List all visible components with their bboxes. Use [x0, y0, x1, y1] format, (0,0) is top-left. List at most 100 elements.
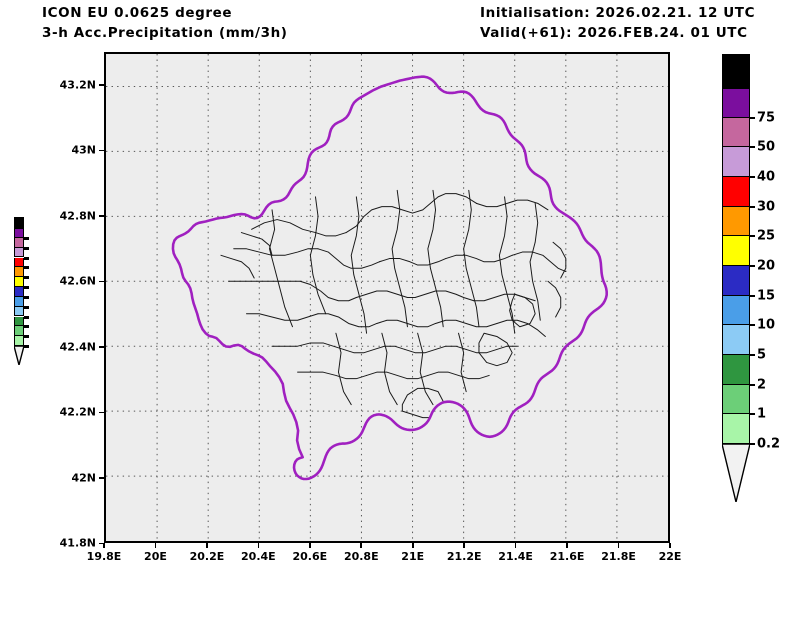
- municipal-boundary: [343, 345, 406, 354]
- municipal-boundary: [271, 342, 345, 350]
- initialisation-label: Initialisation: 2026.02.21. 12 UTC: [480, 5, 756, 21]
- y-tick-mark: [99, 542, 104, 545]
- municipal-boundary: [498, 196, 516, 334]
- colorbar-band: [722, 325, 750, 355]
- colorbar-tick: [750, 443, 755, 445]
- y-tick-mark: [99, 149, 104, 152]
- y-tick-mark: [99, 477, 104, 479]
- colorbar-level-label: 15: [757, 288, 776, 304]
- municipal-boundary: [401, 387, 444, 419]
- municipal-boundary: [233, 248, 319, 256]
- colorbar-level-label: 30: [757, 199, 776, 215]
- x-tick-mark: [617, 543, 620, 548]
- colorbar-level-label: 40: [757, 169, 776, 185]
- municipal-boundary: [366, 371, 429, 380]
- colorbar-band: [14, 277, 24, 287]
- x-tick-label: 20.4E: [241, 550, 276, 563]
- colorbar-band: [722, 177, 750, 207]
- colorbar-mini-tick: [24, 276, 29, 280]
- municipal-boundary: [240, 232, 273, 256]
- y-tick-label: 43.2N: [59, 78, 96, 92]
- colorbar-band: [722, 355, 750, 385]
- colorbar-mini-tick: [24, 345, 29, 348]
- valid-time-label: Valid(+61): 2026.FEB.24. 01 UTC: [480, 25, 748, 41]
- municipal-boundary: [309, 196, 327, 315]
- colorbar-band: [722, 117, 750, 148]
- x-tick-label: 20.2E: [189, 550, 225, 563]
- colorbar-mini-tick: [24, 305, 29, 309]
- colorbar-band: [722, 88, 750, 118]
- colorbar-level-label: 20: [757, 258, 776, 274]
- x-tick-mark: [257, 543, 260, 548]
- municipal-boundary: [251, 219, 347, 237]
- y-tick-label: 42.6N: [59, 274, 96, 288]
- municipal-boundary: [552, 241, 567, 279]
- municipal-boundary: [297, 371, 368, 380]
- x-tick-mark: [154, 543, 157, 548]
- colorbar-mini-tick: [24, 335, 29, 339]
- municipal-boundary: [435, 319, 498, 328]
- x-tick-mark: [514, 543, 517, 548]
- colorbar-over-arrow-border: [722, 54, 750, 88]
- colorbar-tick: [750, 235, 755, 238]
- colorbar-tick: [750, 294, 755, 297]
- municipal-boundary: [355, 290, 416, 298]
- colorbar-under-arrow: [722, 444, 750, 502]
- colorbar-level-label: 0.2: [757, 436, 781, 452]
- x-tick-label: 21.8E: [601, 550, 636, 563]
- municipal-boundary: [376, 319, 437, 328]
- colorbar-level-label: 10: [757, 317, 776, 333]
- colorbar-level-label: 1: [757, 406, 767, 422]
- colorbar-level-label: 5: [757, 347, 767, 363]
- colorbar-band: [722, 414, 750, 444]
- municipal-boundary: [391, 189, 408, 328]
- colorbar-mini-tick: [24, 325, 29, 329]
- colorbar-level-label: 75: [757, 110, 776, 126]
- colorbar-band: [14, 306, 24, 317]
- y-tick-mark: [99, 84, 104, 86]
- municipal-boundary: [345, 206, 414, 234]
- colorbar-mini-tick: [24, 295, 29, 299]
- y-tick-mark: [99, 411, 104, 414]
- municipal-boundary: [317, 248, 380, 269]
- colorbar-band: [14, 326, 24, 337]
- x-tick-mark: [669, 543, 671, 548]
- municipal-boundary: [381, 332, 398, 406]
- colorbar-band: [722, 384, 750, 415]
- precipitation-colorbar-mini: [14, 217, 29, 374]
- municipal-boundary: [412, 193, 477, 214]
- y-tick-mark: [99, 280, 104, 283]
- colorbar-tick: [750, 116, 755, 119]
- precipitation-colorbar: 75 50 40 30 25 20 15 10 5 2 1 0.2: [722, 54, 780, 538]
- colorbar-band: [14, 267, 24, 278]
- colorbar-mini-tick: [24, 315, 29, 319]
- municipal-boundary: [299, 280, 357, 302]
- y-tick-label: 41.8N: [59, 536, 96, 550]
- country-border: [171, 75, 608, 481]
- x-tick-label: 22E: [658, 550, 682, 563]
- x-tick-mark: [360, 543, 363, 548]
- municipal-boundary: [458, 332, 467, 393]
- municipal-boundary: [404, 345, 467, 354]
- colorbar-under-arrow: [14, 346, 24, 365]
- colorbar-tick: [750, 354, 755, 356]
- municipal-boundary: [473, 293, 536, 302]
- x-tick-label: 20E: [144, 550, 167, 563]
- y-tick-mark: [99, 215, 104, 217]
- colorbar-over-arrow-border: [14, 217, 24, 228]
- colorbar-band: [14, 247, 24, 258]
- municipal-boundary: [547, 280, 562, 318]
- municipal-boundary: [475, 199, 549, 211]
- colorbar-tick: [750, 265, 755, 267]
- x-tick-label: 21.2E: [446, 550, 482, 563]
- colorbar-band: [722, 147, 750, 177]
- municipal-boundary: [529, 202, 541, 321]
- municipal-boundary: [350, 196, 368, 334]
- colorbar-tick: [750, 383, 755, 386]
- map-gridlines: [106, 54, 668, 541]
- colorbar-band: [14, 336, 24, 346]
- colorbar-level-label: 25: [757, 228, 776, 244]
- municipal-boundary: [509, 293, 536, 328]
- y-tick-label: 42.8N: [59, 209, 96, 223]
